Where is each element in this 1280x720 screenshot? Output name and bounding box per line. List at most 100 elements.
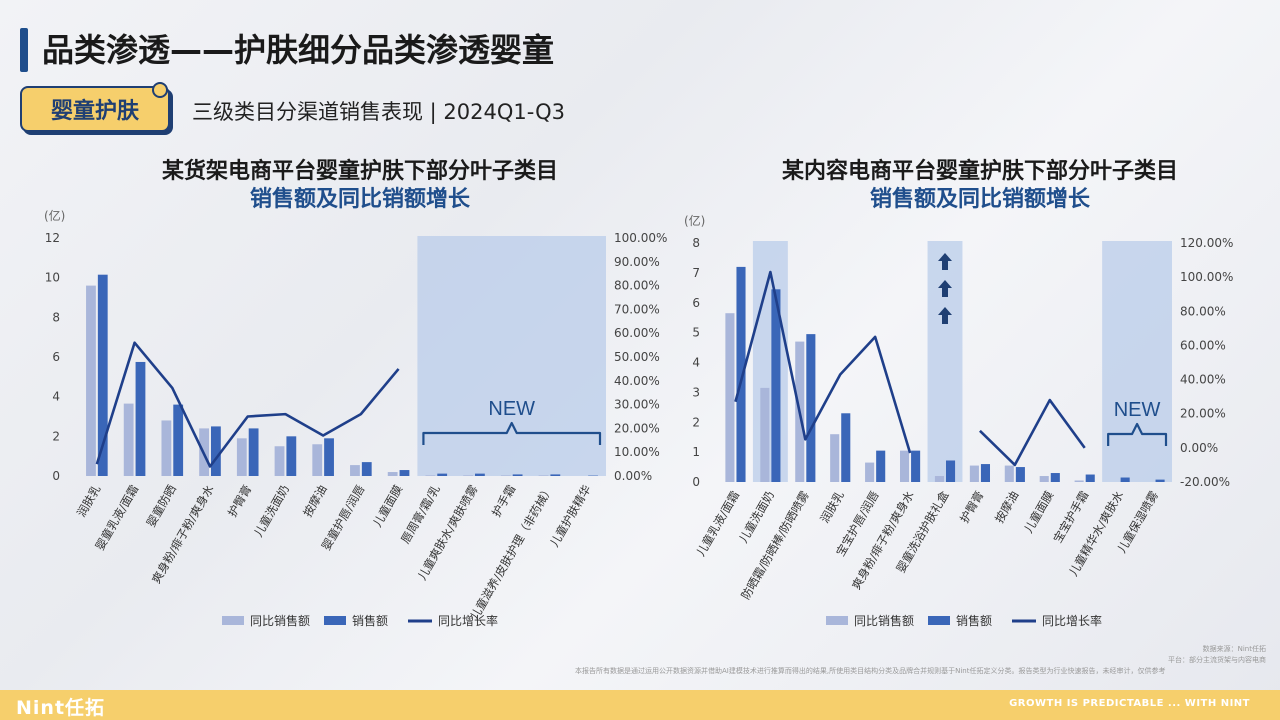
left-bar-prev [161,420,172,476]
left-bar-prev [274,446,285,476]
right-bar-prev [969,465,979,482]
source-line2: 平台：部分主流货架与内容电商 [1168,656,1266,664]
right-y2-tick-label: 20.00% [1180,407,1226,421]
right-bar-curr [946,460,956,482]
right-legend-line: 同比增长率 [1042,613,1102,628]
tag-ring-icon [152,82,168,98]
right-y-tick-label: 4 [692,356,700,370]
left-bar-curr [399,470,410,476]
left-highlight-band [417,236,606,476]
right-chart-title: 某内容电商平台婴童护肤下部分叶子类目 销售额及同比销额增长 [700,158,1260,214]
left-bar-curr [361,462,372,476]
left-y2-tick-label: 80.00% [614,279,660,293]
left-bar-prev [387,472,398,476]
left-y2-tick-label: 50.00% [614,350,660,364]
left-legend-swatch-curr [324,616,346,625]
left-bar-prev [425,475,436,476]
left-y-tick-label: 12 [45,231,60,245]
right-category-label: 护臀膏 [957,489,986,526]
left-y2-tick-label: 70.00% [614,302,660,316]
left-bar-curr [475,473,485,476]
right-highlight-band [752,241,788,482]
right-y-tick-label: 7 [692,266,700,280]
right-bar-curr [1015,467,1025,482]
left-chart-title-line2: 销售额及同比销额增长 [249,187,470,212]
left-y-tick-label: 4 [52,390,60,404]
up-arrow-icon [938,253,952,270]
right-category-label: 防晒霜/防晒棒/防晒喷雾 [738,488,812,602]
source-note: 数据来源：Nint任拓 平台：部分主流货架与内容电商 [1168,644,1266,666]
left-bar-curr [286,436,297,476]
right-category-label: 儿童面膜 [1021,489,1056,536]
left-y2-tick-label: 20.00% [614,421,660,435]
right-highlight-band [1102,241,1172,482]
right-y2-tick-label: 100.00% [1180,270,1233,284]
right-y-tick-label: 5 [692,326,700,340]
left-bar-prev [312,444,323,476]
left-legend-curr: 销售额 [352,613,388,628]
left-bar-curr [437,473,448,476]
right-y-axis-label: (亿) [684,213,705,228]
left-bar-prev [236,438,247,476]
left-bar-prev [500,475,511,476]
right-bar-prev [830,434,840,482]
right-bar-curr [736,266,746,482]
left-y-axis-label: (亿) [44,208,65,223]
right-bar-curr [911,450,921,482]
right-y-tick-label: 8 [692,236,700,250]
left-bar-prev [86,285,96,476]
page-subtitle: 三级类目分渠道销售表现 | 2024Q1-Q3 [192,100,565,124]
right-bar-prev [1074,480,1084,482]
nint-logo: Nint任拓 [16,697,106,719]
right-bar-curr [806,334,816,482]
left-y2-tick-label: 90.00% [614,255,660,269]
right-bar-curr [1050,473,1060,482]
right-category-label: 润肤乳 [817,488,847,525]
right-y-tick-label: 3 [692,385,700,399]
right-y-tick-label: 2 [692,415,700,429]
disclaimer: 本报告所有数据是通过运用公开数据资源并借助AI建模技术进行推算而得出的结果,所使… [575,667,1166,675]
title-accent-bar [20,28,28,72]
left-chart-title: 某货架电商平台婴童护肤下部分叶子类目 销售额及同比销额增长 [80,158,640,214]
left-chart: (亿) 0 2 4 6 8 10 12 0.00% 10.00% 20.00% 30.00% 40.00… [44,208,667,628]
right-legend-swatch-curr [928,616,950,625]
up-arrow-icon [938,307,952,324]
left-legend-swatch-prev [222,616,244,625]
left-y2-tick-label: 100.00% [614,231,667,245]
right-legend-swatch-prev [826,616,848,625]
right-bar-prev [865,462,875,482]
right-category-label: 按摩油 [992,489,1021,526]
left-bar-curr [173,404,184,476]
right-y2-tick-label: 0.00% [1180,441,1218,455]
left-y2-tick-label: 30.00% [614,398,660,412]
left-bar-curr [135,361,146,476]
right-growth-line [734,270,912,454]
left-bar-curr [248,428,259,476]
right-y2-tick-label: 60.00% [1180,338,1226,352]
right-category-label: 儿童乳液/面霜 [693,489,742,559]
source-line1: 数据来源：Nint任拓 [1202,645,1266,653]
left-y2-tick-label: 0.00% [614,469,652,483]
left-y-tick-label: 10 [45,271,60,285]
right-bar-curr [771,289,781,482]
left-bar-curr [324,438,334,476]
footer-bar [0,690,1280,720]
right-y2-tick-label: 80.00% [1180,304,1226,318]
left-y-tick-label: 8 [52,310,60,324]
left-bar-prev [350,465,360,476]
page-title: 品类渗透——护肤细分品类渗透婴童 [42,31,555,69]
right-y-tick-label: 6 [692,296,700,310]
left-y2-tick-label: 60.00% [614,326,660,340]
right-bar-prev [934,476,944,482]
right-chart-title-line2: 销售额及同比销额增长 [869,187,1090,212]
right-bar-prev [760,387,770,482]
left-chart-title-line1: 某货架电商平台婴童护肤下部分叶子类目 [161,159,558,184]
right-highlight-band [927,241,963,482]
left-growth-line [95,341,400,468]
right-growth-line [979,398,1086,467]
right-bar-curr [1120,477,1130,482]
left-y-tick-label: 0 [52,469,60,483]
right-bar-prev [725,313,735,482]
category-tag: 婴童护肤 [20,86,170,132]
right-bar-prev [1039,476,1049,482]
